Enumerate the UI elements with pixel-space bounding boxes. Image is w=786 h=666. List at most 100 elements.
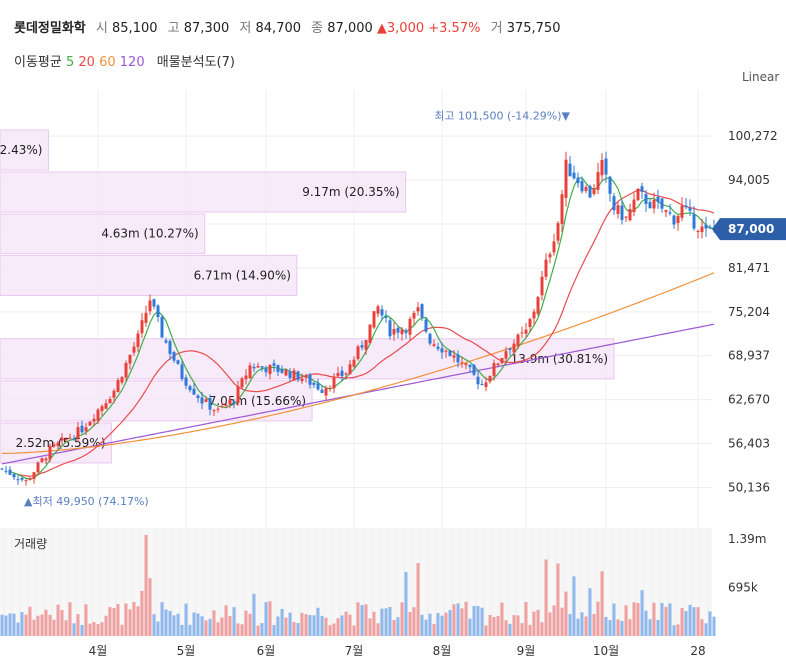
- candle-body: [588, 185, 592, 198]
- candle-body: [596, 172, 600, 190]
- candle-body: [552, 241, 556, 253]
- scale-mode-toggle[interactable]: Linear: [742, 70, 780, 84]
- candle-body: [352, 359, 356, 367]
- candle-body: [172, 352, 176, 361]
- volume-bar: [472, 606, 476, 636]
- candle-body: [264, 368, 268, 373]
- volume-bar: [532, 611, 536, 636]
- volume-bar: [356, 602, 360, 636]
- candle-body: [28, 478, 32, 480]
- volume-bar: [512, 615, 516, 636]
- candle-body: [668, 212, 672, 214]
- volume-profile-bar: [0, 338, 615, 380]
- volume-bar: [164, 609, 168, 636]
- volume-bar: [284, 617, 288, 636]
- candle-body: [528, 318, 532, 327]
- volume-profile-bar: [0, 254, 298, 296]
- candle-body: [216, 408, 220, 410]
- volume-bar: [60, 609, 64, 636]
- volume-bar: [616, 619, 620, 636]
- volume-bar: [640, 590, 644, 636]
- volume-bar: [664, 606, 668, 636]
- volume-profile-label: 6.71m (14.90%): [194, 268, 291, 282]
- candle-body: [164, 340, 168, 343]
- volume-bar: [72, 623, 76, 636]
- candle-body: [0, 468, 4, 470]
- candle-body: [224, 404, 228, 406]
- volume-bar: [256, 625, 260, 636]
- volume-bar: [452, 604, 456, 636]
- volume-bar: [416, 562, 420, 636]
- volume-bar: [212, 610, 216, 636]
- volume-bar: [420, 614, 424, 636]
- volume-bar: [628, 619, 632, 636]
- candle-body: [16, 479, 20, 481]
- candle-body: [512, 343, 516, 353]
- volume-bar: [676, 624, 680, 636]
- candle-body: [464, 363, 468, 366]
- volume-bar: [280, 608, 284, 636]
- candle-body: [612, 196, 616, 211]
- volume-bar: [384, 608, 388, 636]
- volume-bar: [524, 601, 528, 636]
- volume-axis-label: 거래량: [14, 537, 47, 551]
- candle-body: [444, 350, 448, 352]
- volume-bar: [564, 591, 568, 636]
- candle-body: [672, 215, 676, 225]
- candle-body: [380, 309, 384, 316]
- volume-bar: [700, 619, 704, 636]
- volume-bar: [536, 609, 540, 636]
- volume-bar: [368, 618, 372, 636]
- candle-body: [632, 199, 636, 212]
- volume-bar: [88, 623, 92, 636]
- candle-body: [156, 305, 160, 318]
- volume-bar: [76, 614, 80, 636]
- candle-body: [4, 470, 8, 472]
- ma-legend[interactable]: 이동평균 5 20 60 120 매물분석도(7): [14, 51, 235, 70]
- volume-bar: [428, 613, 432, 636]
- volume-bar: [304, 614, 308, 636]
- candle-body: [272, 363, 276, 366]
- candle-body: [148, 300, 152, 312]
- candle-body: [296, 371, 300, 380]
- volume-bar: [560, 607, 564, 636]
- candle-body: [644, 194, 648, 204]
- candle-body: [72, 438, 76, 440]
- volume-bar: [252, 593, 256, 636]
- volume-bar: [696, 607, 700, 636]
- candle-body: [116, 380, 120, 393]
- volume-bar: [172, 615, 176, 636]
- volume-bar: [56, 604, 60, 636]
- candle-body: [152, 299, 156, 307]
- volume-bar: [64, 620, 68, 636]
- volume-bars: [0, 534, 716, 636]
- volume-bar: [264, 602, 268, 636]
- annotations: 최고 101,500 (-14.29%)▼ ▲최저 49,950 (74.17%): [24, 110, 571, 508]
- volume-value: 375,750: [506, 21, 561, 36]
- candle-body: [360, 345, 364, 348]
- volume-profile-bar: [0, 213, 206, 254]
- volume-bar: [16, 622, 20, 636]
- close-label: 종: [311, 21, 324, 36]
- y-tick-label: 94,005: [728, 173, 770, 187]
- volume-bar: [704, 623, 708, 636]
- volume-bar: [476, 605, 480, 636]
- candle-body: [332, 377, 336, 389]
- candle-body: [400, 329, 404, 335]
- volume-bar: [24, 614, 28, 636]
- candle-body: [132, 346, 136, 353]
- candle-body: [104, 403, 108, 409]
- candle-body: [180, 364, 184, 379]
- ma-legend-label: 이동평균: [14, 55, 62, 70]
- candle-body: [8, 469, 12, 475]
- candle-body: [500, 357, 504, 364]
- candle-body: [168, 341, 172, 354]
- candle-body: [708, 226, 712, 228]
- volume-bar: [660, 602, 664, 636]
- candle-body: [372, 311, 376, 328]
- candle-body: [96, 409, 100, 422]
- candle-body: [60, 437, 64, 441]
- candle-body: [492, 363, 496, 376]
- x-tick-label: 6월: [257, 644, 276, 658]
